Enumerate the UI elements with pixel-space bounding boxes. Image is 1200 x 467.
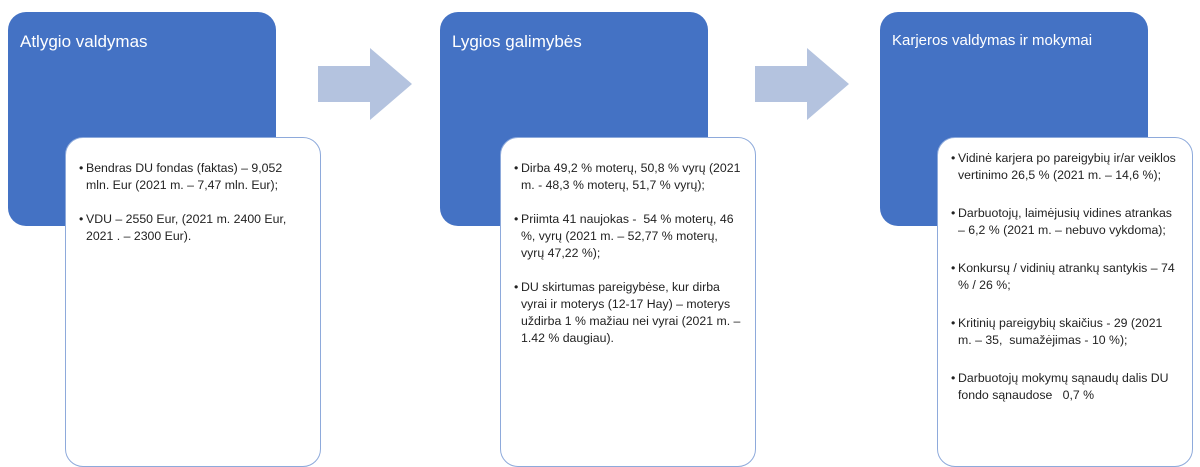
bullet-item: Dirba 49,2 % moterų, 50,8 % vyrų (2021 m… — [514, 160, 741, 194]
arrow — [755, 48, 849, 120]
bullet-item: Kritinių pareigybių skaičius - 29 (2021 … — [951, 315, 1178, 349]
bullet-item: Konkursų / vidinių atrankų santykis – 74… — [951, 260, 1178, 294]
bullet-item: VDU – 2550 Eur, (2021 m. 2400 Eur, 2021 … — [79, 211, 306, 245]
bullet-item: Priimta 41 naujokas - 54 % moterų, 46 %,… — [514, 211, 741, 262]
column-body: Vidinė karjera po pareigybių ir/ar veikl… — [937, 137, 1193, 467]
bullet-item: DU skirtumas pareigybėse, kur dirba vyra… — [514, 279, 741, 347]
bullet-item: Bendras DU fondas (faktas) – 9,052 mln. … — [79, 160, 306, 194]
arrow — [318, 48, 412, 120]
bullet-item: Vidinė karjera po pareigybių ir/ar veikl… — [951, 150, 1178, 184]
bullet-item: Darbuotojų mokymų sąnaudų dalis DU fondo… — [951, 370, 1178, 404]
bullet-item: Darbuotojų, laimėjusių vidines atrankas … — [951, 205, 1178, 239]
column-body: Bendras DU fondas (faktas) – 9,052 mln. … — [65, 137, 321, 467]
column-body: Dirba 49,2 % moterų, 50,8 % vyrų (2021 m… — [500, 137, 756, 467]
diagram: (() => { const data = JSON.parse(documen… — [0, 0, 1200, 452]
